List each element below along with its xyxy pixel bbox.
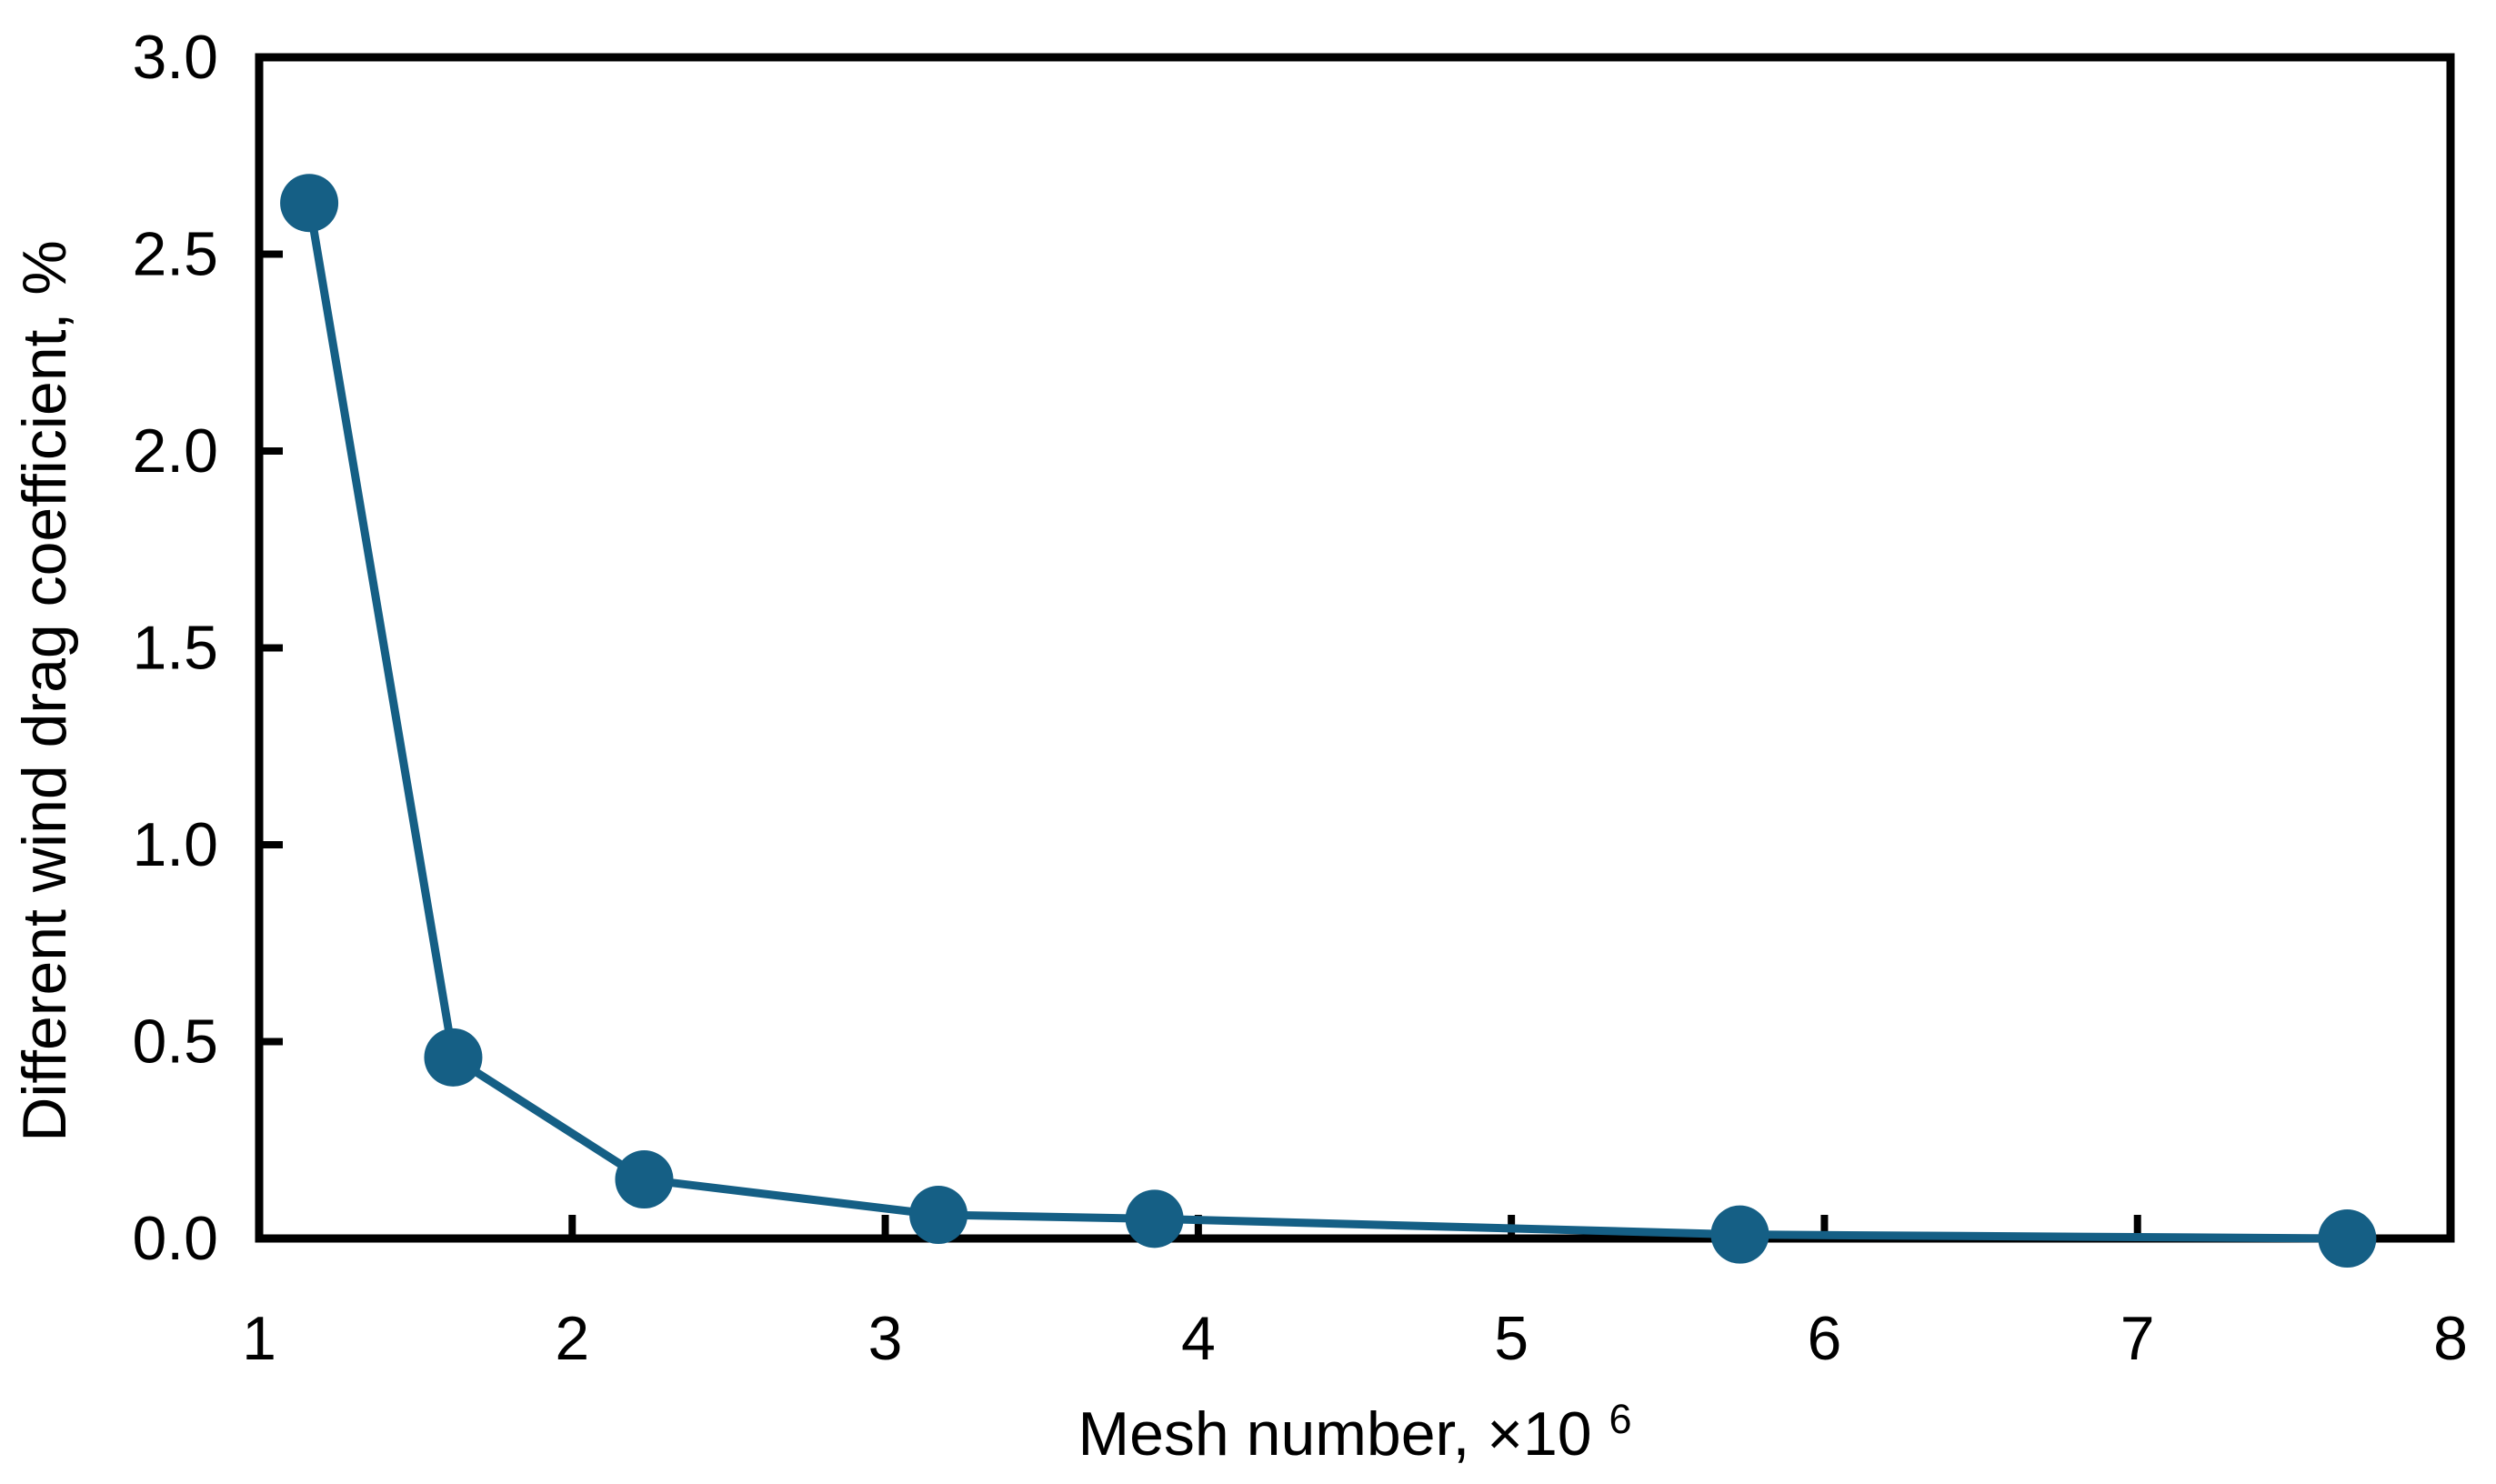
x-axis-tick-label: 5 <box>1494 1304 1529 1373</box>
plot-area-frame <box>255 53 2455 1243</box>
y-axis-tick-label: 2.5 <box>132 220 218 289</box>
data-point <box>1710 1205 1769 1264</box>
y-axis-tick-label: 0.0 <box>132 1204 218 1273</box>
y-axis-tick-label: 0.5 <box>132 1008 218 1077</box>
data-point <box>2318 1209 2377 1268</box>
y-axis-ticks <box>259 54 283 1242</box>
y-axis-tick-label: 2.0 <box>132 416 218 486</box>
x-axis-tick-labels: 1 2 3 4 5 6 7 8 <box>242 1304 2468 1373</box>
data-point <box>424 1028 483 1087</box>
data-point <box>615 1150 674 1209</box>
data-series <box>280 174 2377 1268</box>
x-axis-title: Mesh number, ×10 6 <box>1078 1396 1631 1469</box>
x-axis-tick-label: 7 <box>2120 1304 2155 1373</box>
y-axis-tick-label: 1.0 <box>132 810 218 879</box>
data-point <box>280 174 339 233</box>
x-axis-tick-label: 3 <box>868 1304 903 1373</box>
data-point <box>1125 1189 1184 1248</box>
x-axis-title-exponent: 6 <box>1609 1396 1632 1442</box>
y-axis-tick-label: 1.5 <box>132 614 218 683</box>
x-axis-tick-label: 6 <box>1808 1304 1842 1373</box>
y-axis-title: Different wind drag coefficient, % <box>10 240 79 1142</box>
y-axis-tick-label: 3.0 <box>132 23 218 92</box>
x-axis-tick-label: 1 <box>242 1304 276 1373</box>
data-point <box>909 1186 968 1245</box>
x-axis-tick-label: 2 <box>555 1304 589 1373</box>
x-axis-tick-label: 8 <box>2433 1304 2468 1373</box>
x-axis-title-main: Mesh number, ×10 <box>1078 1399 1591 1469</box>
x-axis-tick-label: 4 <box>1181 1304 1216 1373</box>
y-axis-tick-labels: 0.0 0.5 1.0 1.5 2.0 2.5 3.0 <box>132 23 218 1273</box>
data-line <box>305 198 2351 1243</box>
